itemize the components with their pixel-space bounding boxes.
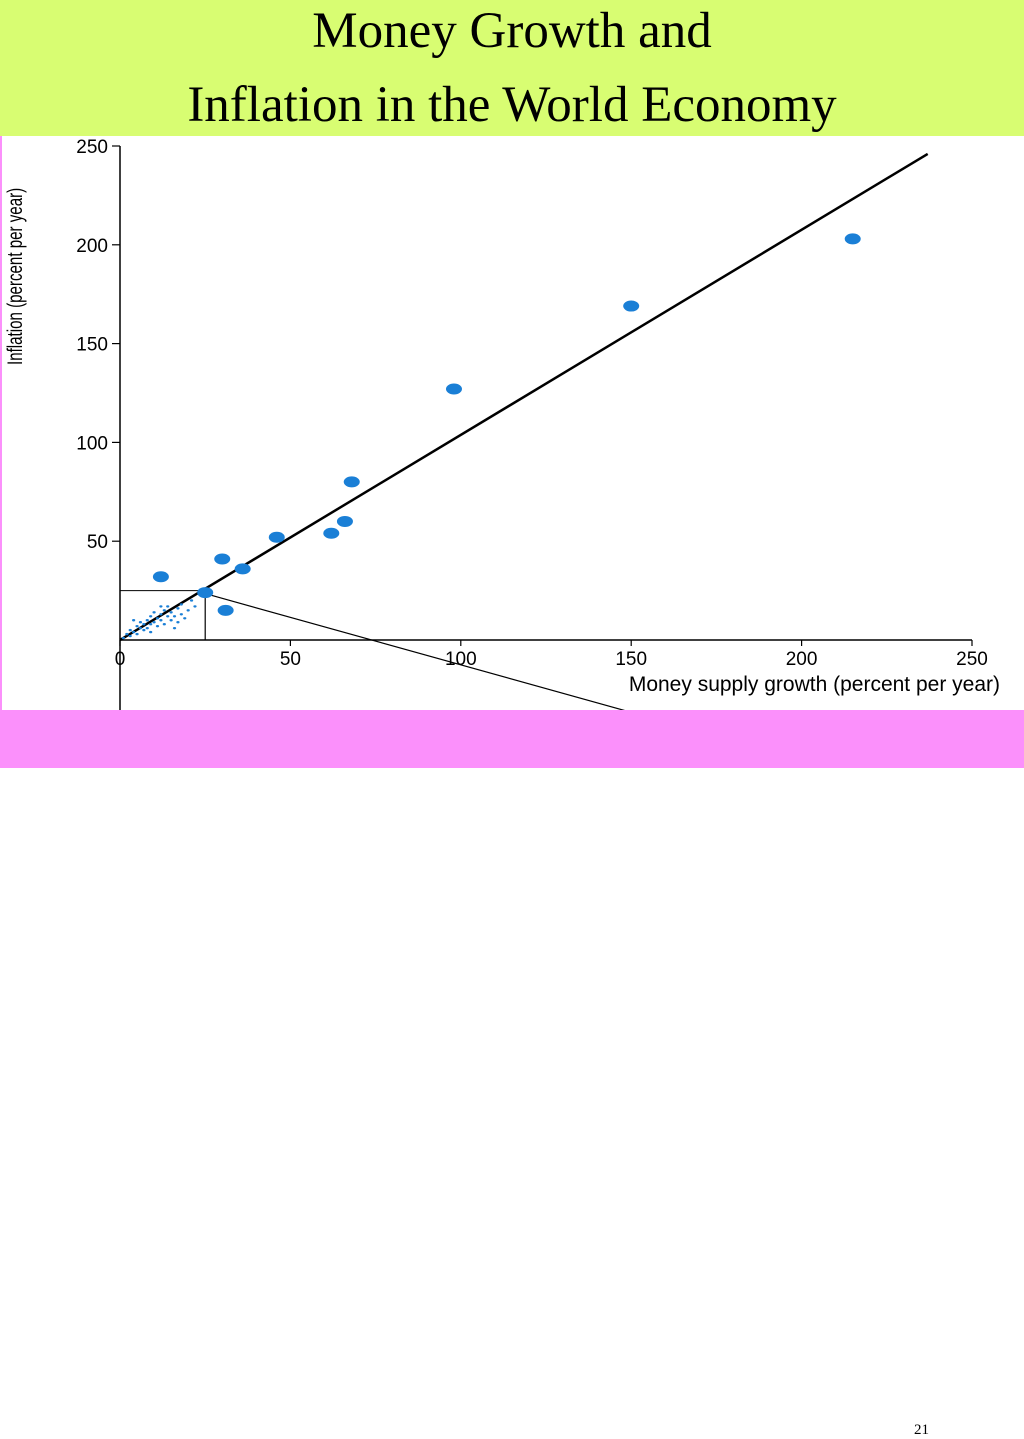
- small-data-point: [189, 599, 194, 602]
- small-data-point: [152, 621, 156, 624]
- small-data-point: [138, 626, 143, 630]
- small-data-point: [166, 615, 170, 618]
- chart-axes: [119, 146, 972, 710]
- small-data-point: [135, 624, 139, 628]
- small-data-point: [172, 615, 177, 618]
- x-tick-label: 50: [280, 649, 301, 670]
- data-point: [214, 553, 231, 565]
- y-tick-label: 250: [76, 137, 108, 158]
- small-data-point: [172, 626, 177, 630]
- data-point: [323, 527, 340, 539]
- data-points: [121, 233, 861, 640]
- small-data-point: [155, 617, 160, 620]
- slide-title-line-2: Inflation in the World Economy: [187, 77, 837, 133]
- small-data-point: [149, 630, 153, 634]
- small-data-point: [159, 619, 163, 622]
- zoom-callout-line: [205, 593, 626, 710]
- x-tick-label: 250: [956, 649, 988, 670]
- x-tick-label: 0: [115, 649, 126, 670]
- chart-ticks: 0 50 100 150 200 250 50 100 150 200 250: [76, 137, 988, 670]
- small-data-point: [128, 634, 132, 638]
- small-data-point: [155, 624, 160, 628]
- small-data-point: [179, 613, 183, 616]
- chart-area: [0, 136, 1024, 710]
- small-data-point: [149, 615, 153, 618]
- x-tick-label: 100: [445, 649, 477, 670]
- reference-line-group: [119, 152, 929, 642]
- y-tick-label: 150: [76, 335, 108, 356]
- small-data-point: [169, 611, 173, 614]
- small-data-point: [121, 636, 126, 640]
- y-tick-label: 200: [76, 236, 108, 257]
- y-tick-label: 100: [76, 433, 108, 454]
- zoom-box-group: [120, 590, 626, 710]
- small-data-point: [169, 619, 173, 622]
- page-number: 21: [914, 1422, 929, 1438]
- x-tick-label: 150: [615, 649, 647, 670]
- small-data-point: [145, 626, 149, 630]
- small-data-point: [159, 613, 163, 616]
- y-axis-title: Inflation (percent per year): [2, 188, 26, 365]
- data-point: [623, 300, 640, 312]
- small-data-point: [145, 619, 149, 622]
- small-data-point: [128, 628, 132, 632]
- data-point: [445, 383, 462, 395]
- small-data-point: [149, 622, 153, 626]
- small-data-point: [162, 622, 166, 626]
- small-data-point: [179, 603, 183, 606]
- small-data-point: [186, 609, 190, 612]
- small-data-point: [193, 605, 197, 608]
- data-point: [343, 476, 360, 488]
- small-data-point: [176, 607, 180, 610]
- x-axis-title: Money supply growth (percent per year): [629, 673, 1000, 696]
- data-point: [152, 571, 169, 583]
- small-data-point: [125, 632, 129, 636]
- small-data-point: [159, 605, 163, 608]
- scatter-chart: 0 50 100 150 200 250 50 100 150 200 250 Inflation …: [2, 137, 1000, 710]
- data-point: [336, 515, 353, 527]
- small-data-point: [162, 609, 166, 612]
- data-point: [268, 531, 285, 543]
- data-point: [234, 563, 251, 575]
- data-point: [844, 233, 861, 245]
- reference-line: [119, 152, 929, 642]
- small-data-point: [142, 628, 146, 632]
- small-data-point: [142, 622, 146, 626]
- small-data-point: [135, 632, 139, 636]
- x-tick-label: 200: [786, 649, 818, 670]
- left-edge-accent: [0, 136, 2, 710]
- footer-band: 21: [0, 710, 1024, 1438]
- small-data-point: [132, 630, 136, 634]
- small-data-point: [176, 621, 180, 624]
- slide-title-line-1: Money Growth and: [312, 3, 712, 59]
- small-data-point: [183, 617, 187, 620]
- data-point: [217, 604, 234, 616]
- small-data-point: [138, 621, 143, 624]
- data-point: [197, 587, 214, 599]
- title-band: Money Growth and Inflation in the World …: [0, 0, 1024, 136]
- y-tick-label: 50: [87, 532, 108, 553]
- small-data-point: [166, 605, 170, 608]
- small-data-point: [152, 611, 156, 614]
- small-data-point: [132, 619, 136, 622]
